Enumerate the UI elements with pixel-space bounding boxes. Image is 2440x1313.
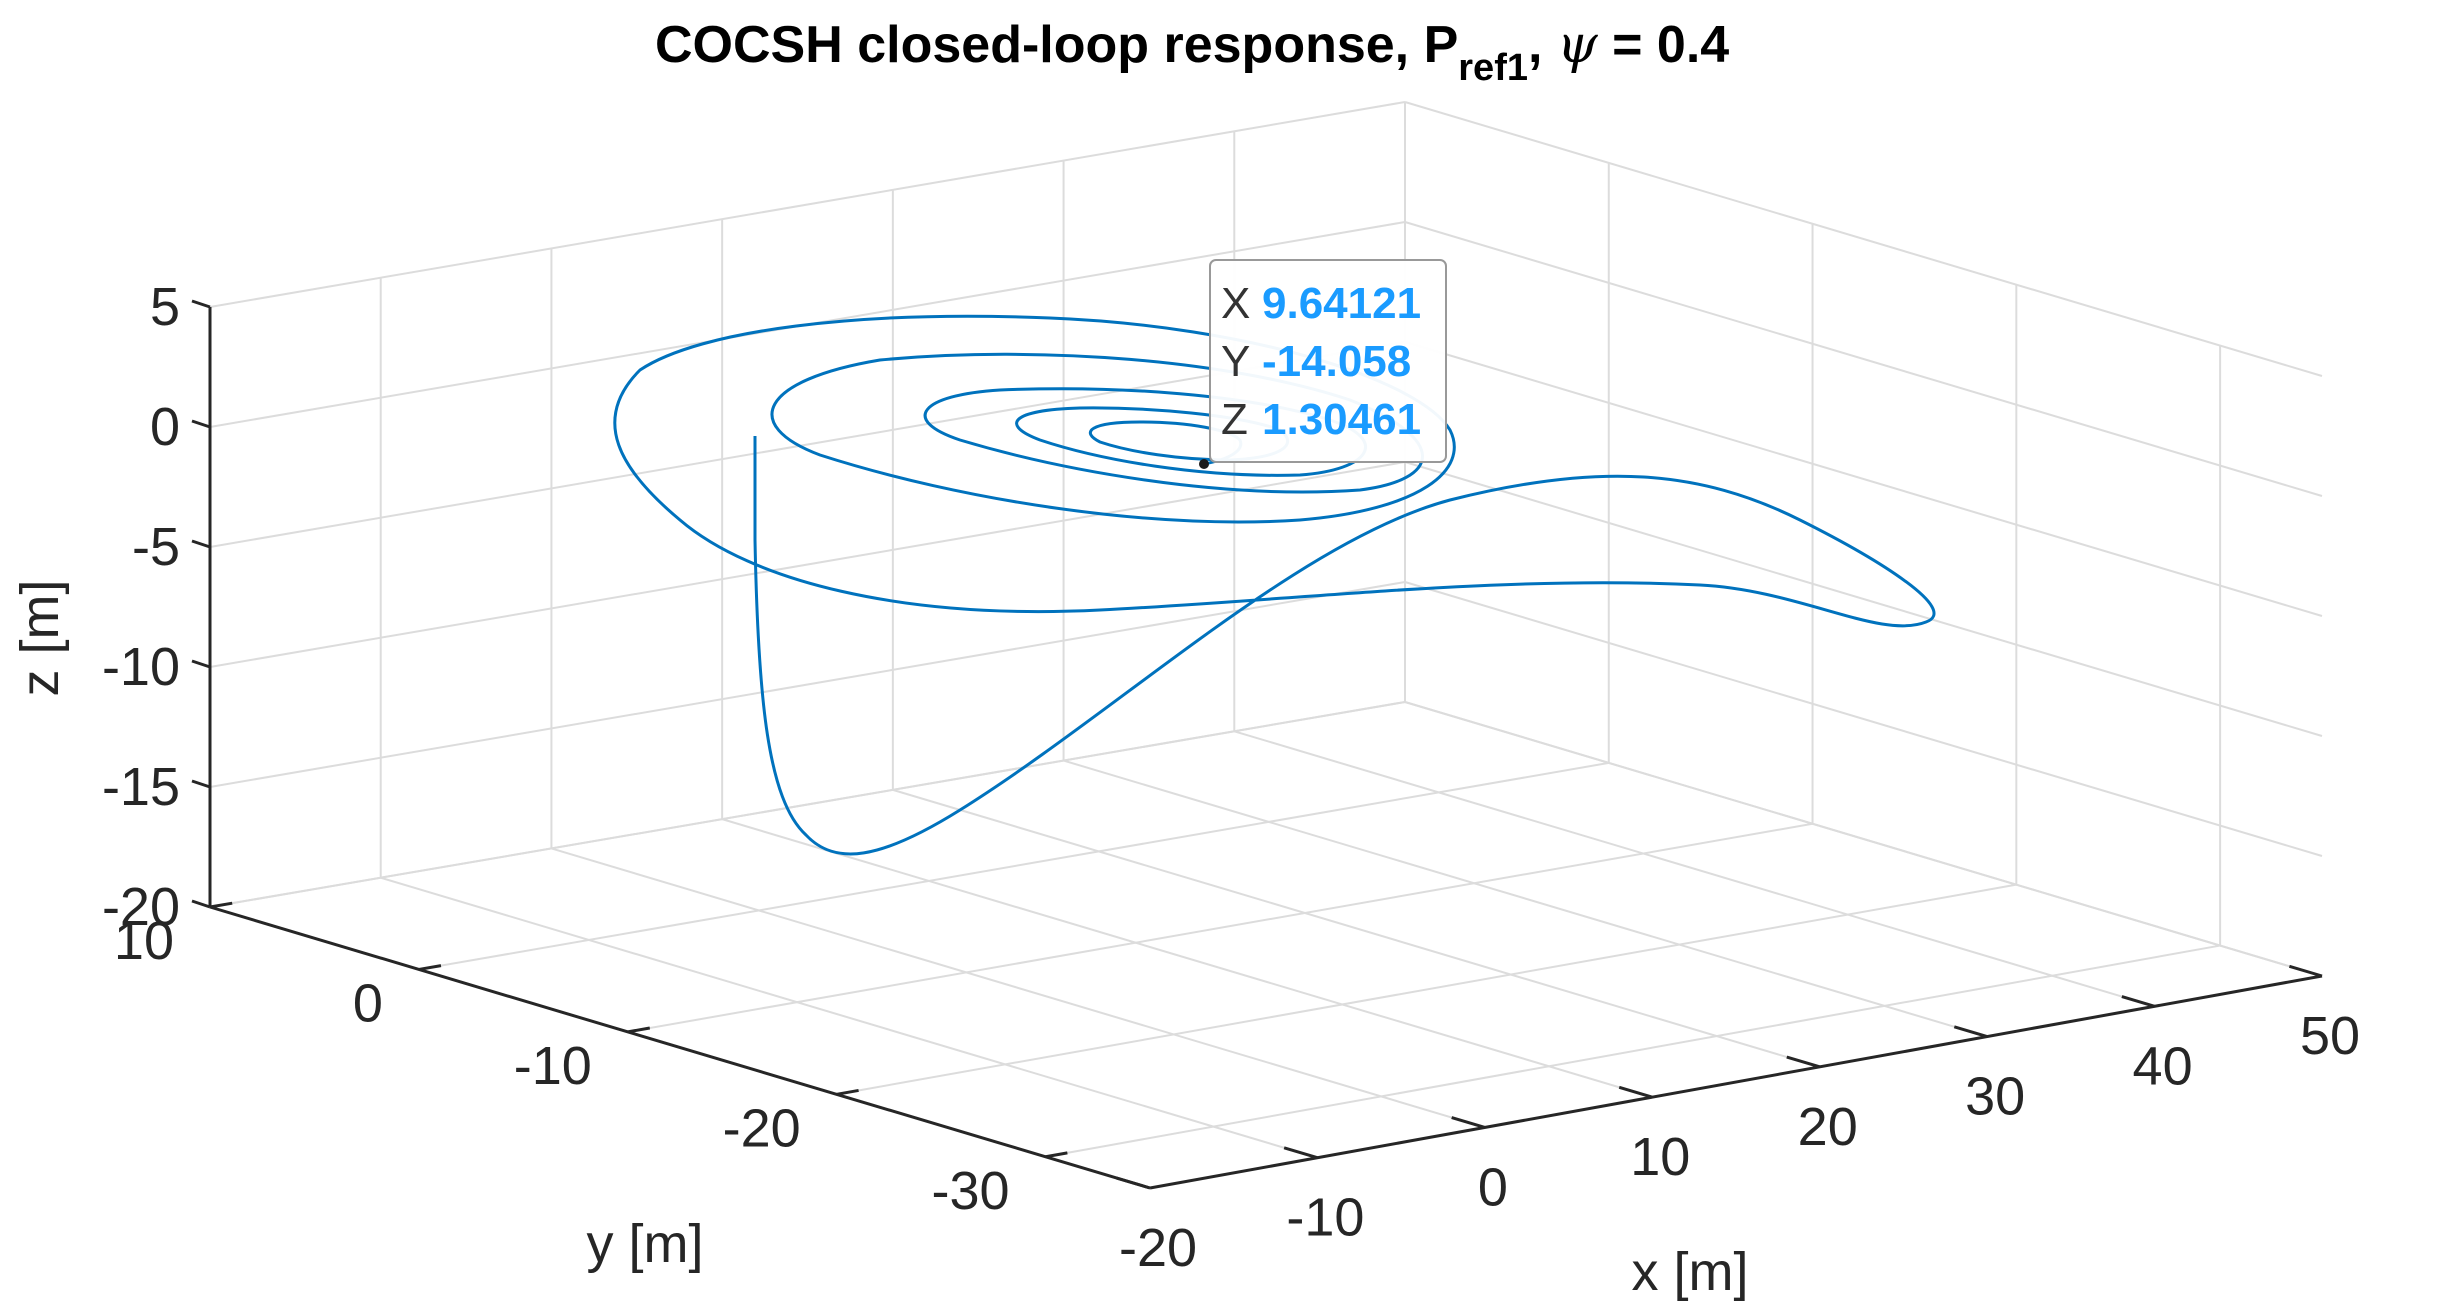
- y-tick-mark: [627, 1026, 651, 1034]
- grid-line-wall-yz: [1404, 221, 2323, 497]
- x-tick-label: -10: [1286, 1188, 1364, 1248]
- grid-line-floor-x: [380, 876, 1318, 1159]
- grid-line-wall-yz: [1404, 701, 2323, 977]
- datatip-y-key: Y: [1221, 337, 1250, 386]
- y-axis-line: [209, 905, 1151, 1190]
- series-line-trajectory: [613, 314, 1936, 856]
- z-tick-mark: [191, 659, 211, 669]
- x-tick-label: 50: [2300, 1006, 2360, 1066]
- grid-line-wall-xz: [209, 461, 1406, 668]
- grid-line-wall-xz: [209, 341, 1406, 548]
- axes: [191, 299, 2323, 1190]
- grid-line-wall-yz: [1404, 461, 2323, 737]
- x-tick-mark: [1116, 1176, 1151, 1190]
- datatip-x-value: 9.64121: [1262, 279, 1421, 328]
- y-tick-mark: [836, 1088, 859, 1096]
- z-tick-mark: [191, 899, 211, 909]
- grid-line-wall-xz: [209, 581, 1406, 788]
- x-tick-mark: [1618, 1085, 1653, 1099]
- z-axis-label: z [m]: [10, 580, 70, 697]
- z-tick-label: -20: [102, 877, 180, 937]
- y-tick-label: -20: [723, 1098, 801, 1158]
- x-tick-mark: [1953, 1025, 1988, 1039]
- x-tick-mark: [1786, 1055, 1821, 1069]
- grid-line-floor-y: [836, 883, 2017, 1096]
- datatip-box: [1209, 259, 1447, 463]
- z-tick-label: 5: [150, 277, 180, 337]
- z-tick-label: 0: [150, 397, 180, 457]
- grid-line-floor-x: [1063, 759, 1988, 1038]
- x-axis-label: x [m]: [1632, 1242, 1749, 1302]
- y-tick-label: 0: [353, 973, 383, 1033]
- z-tick-label: -10: [102, 637, 180, 697]
- tick-labels: -20-1001020304050100-10-20-3050-5-10-15-…: [102, 277, 2360, 1278]
- grid-line-floor-y: [418, 761, 1609, 971]
- x-tick-label: 20: [1798, 1097, 1858, 1157]
- x-tick-label: 40: [2133, 1036, 2193, 1096]
- x-tick-label: -20: [1119, 1218, 1197, 1278]
- grid-line-floor-x: [1233, 730, 2155, 1008]
- datatip-z-key: Z: [1221, 395, 1248, 444]
- x-axis-line: [1149, 974, 2323, 1190]
- datatip-x-key: X: [1221, 279, 1250, 328]
- grid-line-wall-yz: [1404, 341, 2323, 617]
- x-tick-mark: [1283, 1146, 1318, 1160]
- y-tick-mark: [418, 964, 442, 971]
- y-axis-label: y [m]: [587, 1214, 704, 1274]
- z-tick-label: -5: [132, 517, 180, 577]
- chart-title: COCSH closed-loop response, Pref1, ψ = 0…: [655, 15, 1729, 89]
- z-tick-mark: [191, 419, 211, 429]
- y-tick-label: 10: [114, 911, 174, 971]
- grid-line-wall-yz: [1404, 101, 2323, 377]
- grid-line-floor-y: [1045, 944, 2221, 1158]
- x-tick-mark: [2288, 964, 2323, 978]
- y-tick-mark: [1045, 1151, 1068, 1159]
- grid-line-wall-xz: [209, 101, 1406, 308]
- datatip-marker: [1199, 459, 1209, 469]
- z-tick-mark: [191, 539, 211, 549]
- grid-line-wall-yz: [1404, 581, 2323, 857]
- x-tick-mark: [1451, 1116, 1486, 1129]
- grid-line-floor-y: [627, 822, 1813, 1033]
- z-tick-mark: [191, 299, 211, 309]
- x-tick-label: 0: [1478, 1157, 1508, 1217]
- y-tick-label: -10: [514, 1036, 592, 1096]
- grid-line-floor-x: [892, 788, 1821, 1068]
- z-tick-mark: [191, 779, 211, 789]
- grid-line-wall-xz: [209, 701, 1406, 908]
- datatip[interactable]: X 9.64121 Y -14.058 Z 1.30461: [1199, 259, 1447, 469]
- series-layer: [613, 314, 1936, 856]
- x-tick-mark: [2121, 995, 2156, 1008]
- x-tick-label: 30: [1965, 1067, 2025, 1127]
- x-tick-label: 10: [1630, 1127, 1690, 1187]
- z-tick-label: -15: [102, 757, 180, 817]
- y-tick-label: -30: [932, 1161, 1010, 1221]
- grid-line-floor-x: [551, 847, 1486, 1129]
- y-tick-mark: [209, 901, 233, 909]
- datatip-y-value: -14.058: [1262, 337, 1411, 386]
- datatip-z-value: 1.30461: [1262, 395, 1421, 444]
- grid-line-floor-x: [721, 818, 1653, 1099]
